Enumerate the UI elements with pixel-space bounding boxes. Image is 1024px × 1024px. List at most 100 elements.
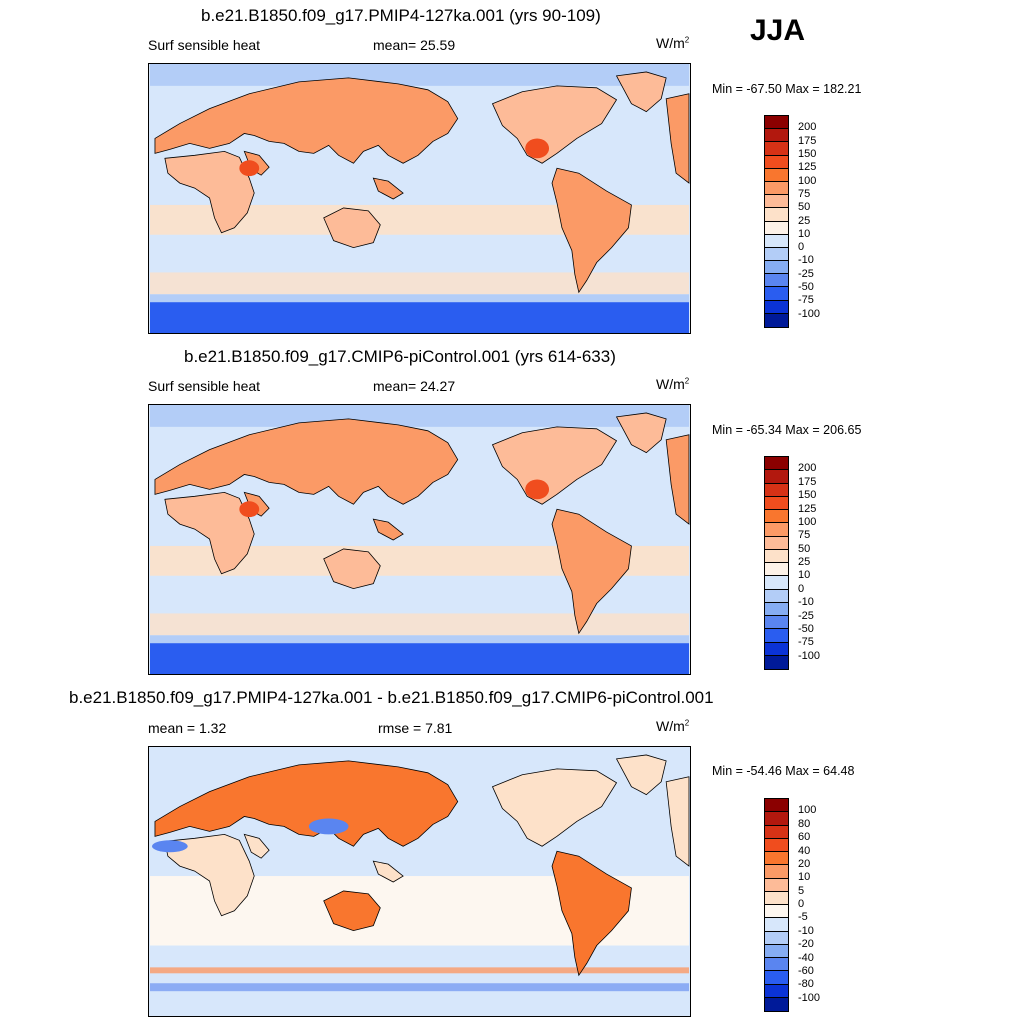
land-region bbox=[323, 207, 381, 249]
colorbar-tick-label: 100 bbox=[798, 804, 817, 817]
land-region bbox=[665, 434, 690, 525]
panel-title: b.e21.B1850.f09_g17.PMIP4-127ka.001 (yrs… bbox=[201, 6, 601, 25]
units-label: W/m2 bbox=[656, 376, 690, 392]
minmax-label: Min = -54.46 Max = 64.48 bbox=[712, 764, 855, 778]
colorbar-swatch bbox=[765, 181, 788, 196]
colorbar-tick-label: -100 bbox=[798, 991, 821, 1004]
colorbar-tick-label: -40 bbox=[798, 951, 814, 964]
colorbar-swatch bbox=[765, 997, 788, 1011]
colorbar-tick-label: -10 bbox=[798, 254, 814, 267]
colorbar-swatch bbox=[765, 142, 788, 156]
colorbar-tick-label: 200 bbox=[798, 462, 817, 475]
land-region bbox=[551, 167, 632, 294]
land-region bbox=[551, 508, 632, 635]
colorbar-tick-label: 60 bbox=[798, 831, 811, 844]
colorbar-tick-label: 75 bbox=[798, 187, 811, 200]
colorbar-swatch bbox=[765, 616, 788, 630]
colorbar-swatch bbox=[765, 878, 788, 892]
colorbar-swatch bbox=[765, 891, 788, 905]
colorbar-swatch bbox=[765, 155, 788, 169]
colorbar-tick-label: 0 bbox=[798, 898, 805, 910]
colorbar-tick-label: 200 bbox=[798, 121, 817, 134]
colorbar-swatch bbox=[765, 300, 788, 314]
world-map bbox=[148, 404, 691, 675]
colorbar-swatch bbox=[765, 984, 788, 998]
colorbar-tick-label: 175 bbox=[798, 475, 817, 488]
colorbar-swatch bbox=[765, 958, 788, 972]
land-region bbox=[323, 890, 381, 932]
colorbar-tick-label: 40 bbox=[798, 844, 811, 857]
land-region bbox=[665, 93, 690, 184]
colorbar-tick-label: 100 bbox=[798, 174, 817, 187]
colorbar-tick-label: -75 bbox=[798, 294, 814, 307]
colorbar-tick-label: -100 bbox=[798, 307, 821, 320]
colorbar-swatch bbox=[765, 825, 788, 839]
colorbar-tick-label: 10 bbox=[798, 227, 811, 240]
mean-label: mean= 25.59 bbox=[373, 37, 456, 53]
colorbar-swatch bbox=[765, 931, 788, 945]
colorbar-swatch bbox=[765, 274, 788, 288]
land-region bbox=[243, 833, 270, 859]
colorbar-tick-label: 10 bbox=[798, 871, 811, 884]
land-region bbox=[615, 412, 667, 454]
colorbar bbox=[764, 798, 789, 1012]
colorbar-swatch bbox=[765, 944, 788, 958]
colorbar-tick-label: -50 bbox=[798, 281, 814, 294]
colorbar-swatch bbox=[765, 563, 788, 577]
colorbar-tick-label: -10 bbox=[798, 596, 814, 609]
colorbar-swatch bbox=[765, 838, 788, 852]
land-region bbox=[551, 850, 632, 977]
land-region bbox=[164, 833, 255, 917]
colorbar-tick-label: -25 bbox=[798, 267, 814, 280]
colorbar-tick-label: 50 bbox=[798, 201, 811, 214]
colorbar-swatch bbox=[765, 496, 788, 510]
map-canvas bbox=[150, 64, 690, 333]
colorbar-tick-label: 0 bbox=[798, 241, 805, 254]
colorbar-swatch bbox=[765, 971, 788, 985]
colorbar-tick-label: 0 bbox=[798, 582, 805, 595]
mean-label: mean = 1.32 bbox=[148, 720, 227, 736]
colorbar-tick-label: -60 bbox=[798, 964, 814, 977]
colorbar-swatch bbox=[765, 208, 788, 222]
season-label: JJA bbox=[750, 14, 806, 47]
colorbar-tick-label: 5 bbox=[798, 884, 805, 897]
colorbar-tick-label: -100 bbox=[798, 649, 821, 662]
colorbar-swatch bbox=[765, 261, 788, 275]
colorbar-tick-label: -80 bbox=[798, 978, 814, 991]
land-region bbox=[615, 754, 667, 796]
colorbar-swatch bbox=[765, 168, 788, 182]
colorbar-tick-label: -10 bbox=[798, 924, 814, 937]
colorbar-swatch bbox=[765, 234, 788, 248]
colorbar-swatch bbox=[765, 905, 788, 919]
colorbar-tick-label: 125 bbox=[798, 502, 817, 515]
land-region bbox=[491, 768, 618, 847]
colorbar-swatch bbox=[765, 799, 788, 813]
colorbar-tick-label: 25 bbox=[798, 214, 811, 227]
colorbar-tick-label: -5 bbox=[798, 911, 808, 924]
colorbar-swatch bbox=[765, 510, 788, 524]
colorbar-swatch bbox=[765, 642, 788, 656]
variable-label: Surf sensible heat bbox=[148, 378, 261, 394]
colorbar-swatch bbox=[765, 629, 788, 643]
colorbar-swatch bbox=[765, 457, 788, 471]
colorbar-tick-label: 25 bbox=[798, 556, 811, 568]
map-canvas bbox=[150, 747, 690, 1016]
land-region bbox=[372, 860, 404, 883]
rmse-label: rmse = 7.81 bbox=[378, 720, 453, 736]
colorbar-tick-label: 125 bbox=[798, 161, 817, 174]
land-region bbox=[164, 491, 255, 575]
colorbar-tick-label: 50 bbox=[798, 542, 811, 555]
colorbar-swatch bbox=[765, 852, 788, 866]
mean-label: mean= 24.27 bbox=[373, 378, 456, 394]
colorbar-tick-label: -25 bbox=[798, 609, 814, 622]
colorbar-tick-label: 175 bbox=[798, 134, 817, 147]
colorbar-swatch bbox=[765, 470, 788, 484]
land-region bbox=[491, 426, 618, 505]
colorbar-swatch bbox=[765, 116, 788, 130]
colorbar-swatch bbox=[765, 602, 788, 616]
colorbar-swatch bbox=[765, 313, 788, 327]
panel-title: b.e21.B1850.f09_g17.CMIP6-piControl.001 … bbox=[184, 347, 616, 366]
colorbar-tick-label: 150 bbox=[798, 489, 817, 502]
colorbar-tick-label: -20 bbox=[798, 938, 814, 951]
colorbar-tick-label: -50 bbox=[798, 622, 814, 635]
